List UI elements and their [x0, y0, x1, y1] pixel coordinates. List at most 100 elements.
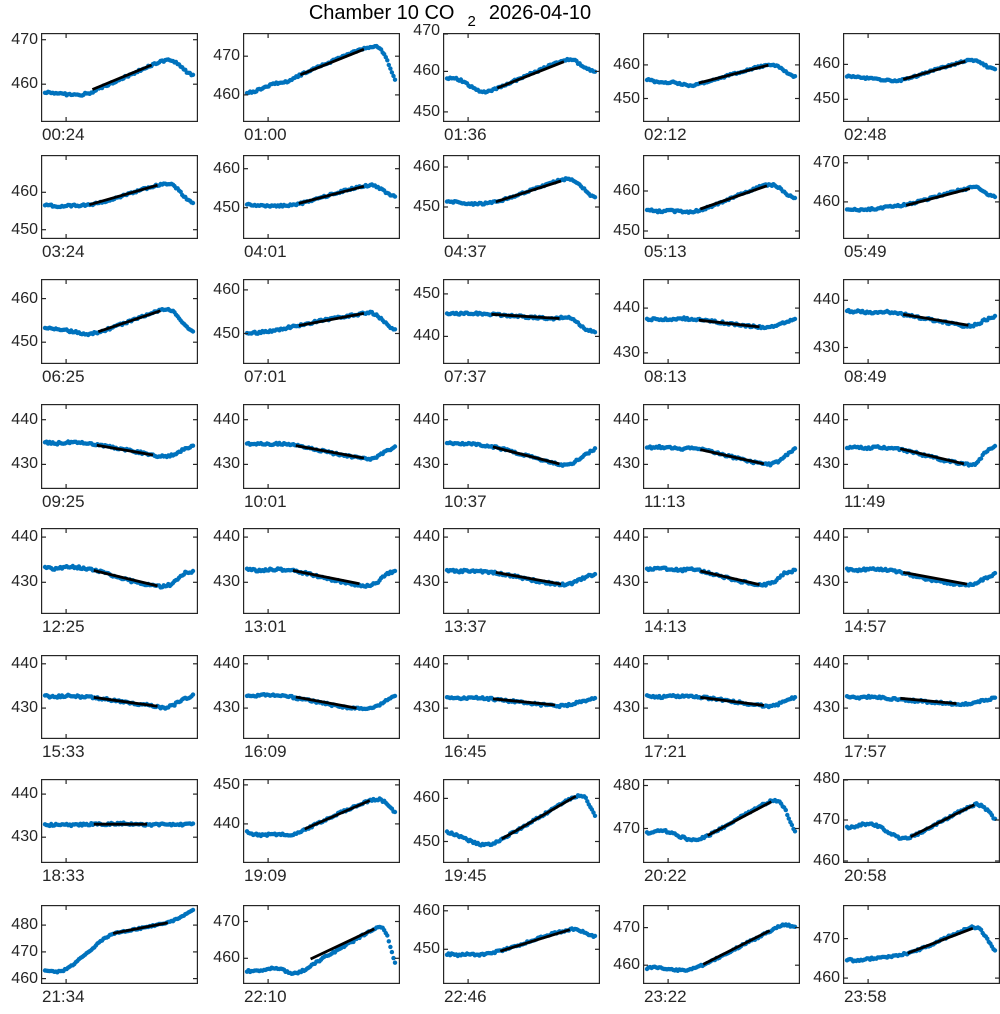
subplot-08:49: 440 430 08:49 — [813, 279, 1000, 386]
axes-box — [443, 155, 601, 240]
fit-line — [702, 929, 771, 966]
axes-box — [243, 905, 401, 985]
subplot-18:33: 440 430 18:33 — [11, 779, 199, 885]
y-tick-label: 430 — [813, 573, 840, 591]
axes-box — [41, 404, 199, 490]
data-point — [190, 907, 196, 913]
subplot-21:34: 480 470 460 21:34 — [11, 905, 199, 1006]
y-tick-label: 450 — [213, 775, 240, 793]
data-point — [386, 62, 391, 68]
subplot-19:45: 460 450 19:45 — [413, 779, 601, 885]
data-point — [386, 939, 391, 944]
fit-line — [310, 927, 375, 961]
subplot-plot-area — [643, 404, 801, 490]
axes-box — [643, 779, 801, 864]
time-window-label: 10:01 — [244, 492, 287, 511]
data-point — [190, 821, 196, 826]
y-tick-label: 430 — [213, 699, 240, 717]
y-tick-label: 470 — [813, 811, 840, 828]
y-tick-label: 440 — [213, 528, 240, 546]
subplot-07:37: 450 440 07:37 — [413, 279, 601, 386]
subplot-plot-area — [443, 528, 601, 615]
fit-line — [902, 571, 968, 586]
axes-box — [843, 905, 1000, 985]
y-tick-label: 470 — [813, 929, 840, 947]
subplot-13:01: 440 430 13:01 — [213, 528, 401, 636]
fit-line — [492, 697, 556, 707]
subplot-05:49: 470 460 05:49 — [813, 154, 1000, 261]
y-tick-label: 440 — [413, 410, 440, 428]
subplot-plot-area — [643, 655, 801, 740]
subplot-plot-area — [443, 33, 601, 123]
time-window-label: 02:12 — [644, 125, 687, 144]
subplot-14:13: 440 430 14:13 — [613, 528, 801, 636]
data-point — [392, 960, 398, 965]
y-tick-label: 430 — [813, 699, 840, 717]
subplot-plot-area — [643, 155, 801, 240]
y-tick-label: 470 — [213, 47, 240, 65]
data-point — [592, 330, 598, 335]
y-tick-label: 470 — [613, 918, 640, 936]
fit-line — [292, 569, 360, 586]
fit-line — [699, 184, 768, 211]
fit-line — [298, 184, 365, 205]
axes-box — [41, 779, 199, 864]
data-point — [391, 955, 396, 961]
y-tick-label: 460 — [613, 55, 640, 73]
subplot-16:45: 440 430 16:45 — [413, 655, 601, 761]
data-point — [190, 443, 196, 448]
fit-line — [304, 799, 371, 831]
y-tick-label: 450 — [413, 940, 440, 958]
y-tick-label: 440 — [213, 410, 240, 428]
fit-line — [496, 60, 565, 90]
subplot-20:22: 480 470 20:22 — [613, 777, 801, 885]
subplot-plot-area — [843, 905, 1000, 985]
subplot-01:00: 470 460 01:00 — [213, 33, 401, 144]
subplot-plot-area — [41, 404, 199, 490]
axes-box — [41, 528, 199, 615]
y-tick-label: 430 — [613, 343, 640, 361]
subplot-plot-area — [443, 655, 601, 740]
axes-box — [41, 155, 199, 240]
fit-line — [495, 571, 562, 586]
subplot-plot-area — [243, 528, 401, 615]
y-tick-label: 430 — [11, 828, 38, 846]
data-point — [992, 313, 998, 319]
data-point — [783, 807, 788, 813]
subplot-plot-area — [41, 655, 199, 740]
axes-box — [643, 655, 801, 740]
time-window-label: 22:10 — [244, 987, 287, 1006]
axes-box — [243, 33, 401, 123]
y-tick-label: 460 — [213, 159, 240, 177]
data-point — [992, 194, 998, 200]
data-point — [792, 924, 798, 929]
subplot-plot-area — [443, 155, 601, 240]
fit-line — [499, 928, 571, 953]
y-tick-label: 440 — [213, 654, 240, 672]
axes-box — [643, 33, 801, 123]
data-point — [385, 933, 390, 938]
y-tick-label: 460 — [813, 55, 840, 73]
axes-box — [443, 528, 601, 615]
axes-box — [41, 905, 199, 985]
y-tick-label: 460 — [213, 949, 240, 967]
time-window-label: 20:22 — [644, 866, 687, 885]
data-point — [592, 933, 598, 939]
fit-line — [495, 179, 562, 204]
fit-line — [902, 59, 966, 81]
time-window-label: 01:36 — [444, 125, 487, 144]
subplot-plot-area — [443, 905, 601, 985]
time-window-label: 13:37 — [444, 617, 487, 636]
subplot-02:48: 460 450 02:48 — [813, 33, 1000, 144]
y-tick-label: 440 — [813, 410, 840, 428]
subplot-plot-area — [843, 404, 1000, 490]
data-point — [786, 816, 791, 821]
y-tick-label: 470 — [11, 30, 38, 48]
y-tick-label: 480 — [813, 770, 840, 787]
data-point — [792, 195, 798, 201]
subplot-plot-area — [443, 779, 601, 864]
time-window-label: 06:25 — [42, 367, 85, 386]
data-point — [992, 570, 998, 576]
subplot-plot-area — [843, 155, 1000, 240]
subplot-plot-area — [243, 279, 401, 365]
